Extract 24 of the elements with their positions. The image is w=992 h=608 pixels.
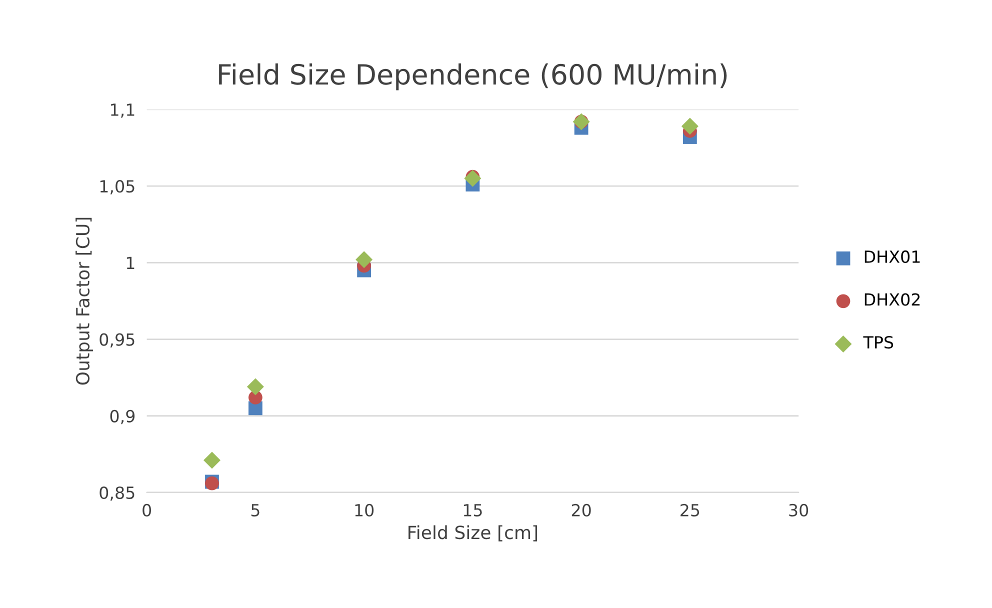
y-tick-label: 0,95 — [100, 333, 134, 348]
x-tick-label: 25 — [680, 504, 700, 516]
x-tick-label: 15 — [464, 504, 482, 516]
legend-label: DHX01 — [864, 250, 920, 263]
y-tick-label: 1,1 — [111, 104, 134, 118]
y-tick-label: 0,85 — [100, 486, 134, 501]
y-axis-title: Output Factor [CU] — [76, 218, 94, 385]
legend-label: DHX02 — [864, 293, 920, 306]
y-tick-label: 1,05 — [100, 180, 134, 194]
y-tick-label: 0,9 — [110, 410, 135, 424]
x-axis-title: Field Size [cm] — [408, 525, 538, 542]
point — [681, 118, 698, 135]
x-tick-label: 0 — [142, 504, 152, 516]
legend-label: TPS — [863, 336, 894, 349]
point — [246, 378, 264, 396]
point — [464, 170, 482, 187]
point — [356, 251, 373, 268]
x-tick-label: 10 — [355, 504, 374, 516]
x-tick-label: 5 — [251, 504, 260, 516]
y-tick-label: 1 — [126, 256, 134, 269]
chart-title: Field Size Dependence (600 MU/min) — [219, 63, 727, 90]
x-tick-label: 20 — [572, 504, 591, 516]
x-tick-label: 30 — [789, 504, 808, 516]
point — [203, 452, 220, 469]
